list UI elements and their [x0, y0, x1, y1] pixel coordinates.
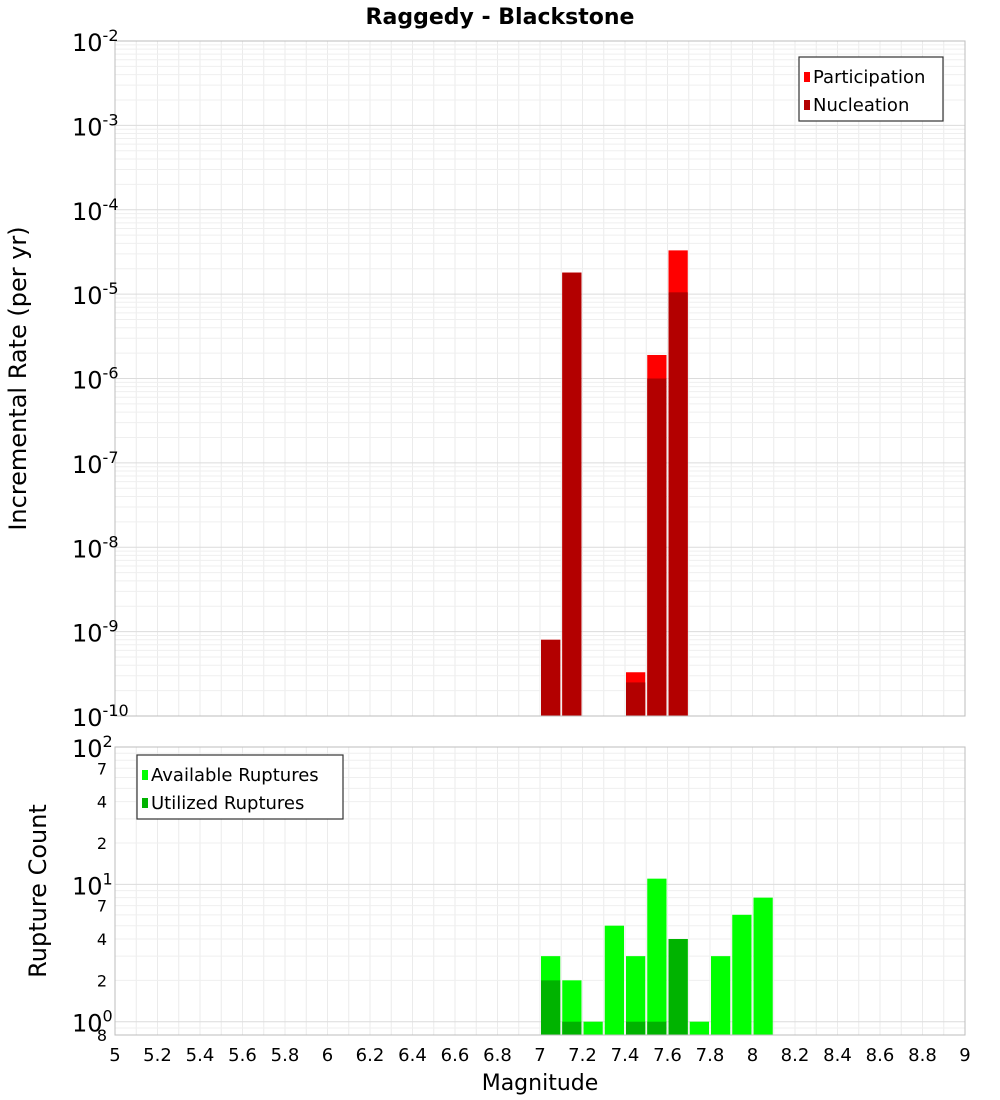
utilized-ruptures-bar [626, 1021, 646, 1035]
x-tick-label: 6.8 [483, 1045, 512, 1066]
x-tick-label: 8.8 [908, 1045, 937, 1066]
available-ruptures-bar [562, 980, 582, 1035]
y-minor-tick-label: 8 [97, 1026, 107, 1045]
legend-label: Participation [813, 67, 925, 88]
y-minor-tick-label: 2 [97, 834, 107, 853]
y-tick-label: 10-7 [72, 448, 119, 479]
legend-box [136, 754, 344, 820]
y-tick-label: 10-8 [72, 532, 119, 563]
y-tick-exponent: 1 [103, 869, 113, 888]
y-minor-tick-label: 4 [97, 930, 107, 949]
available-ruptures-bar [604, 925, 624, 1035]
y-tick-label: 10-9 [72, 617, 119, 648]
y-tick-exponent: -2 [103, 26, 119, 45]
y-tick-label: 10-2 [72, 26, 119, 57]
y-tick-exponent: -4 [103, 195, 119, 214]
legend-swatch [142, 798, 148, 808]
nucleation-bar [626, 682, 646, 716]
x-tick-label: 7.2 [568, 1045, 597, 1066]
available-ruptures-bar [647, 878, 667, 1035]
x-tick-label: 6.2 [356, 1045, 385, 1066]
available-ruptures-bar [689, 1021, 709, 1035]
x-tick-label: 6.6 [441, 1045, 470, 1066]
x-axis-label: Magnitude [482, 1071, 599, 1096]
nucleation-bar [668, 292, 688, 716]
y-minor-tick-label: 7 [97, 759, 107, 778]
available-ruptures-bar [753, 897, 773, 1035]
y-tick-exponent: -6 [103, 364, 119, 383]
top-rate-chart: 10-2 10-3 10-4 10-5 10-6 10-7 10-8 10-9 10-10 Inc… [4, 26, 966, 732]
available-ruptures-bar [583, 1021, 603, 1035]
x-tick-label: 5 [109, 1045, 120, 1066]
y-tick-label: 10-4 [72, 195, 119, 226]
legend-box [798, 56, 944, 122]
y-tick-exponent: 0 [103, 1007, 113, 1026]
y-tick-label: 10-5 [72, 279, 119, 310]
x-tick-label: 8 [747, 1045, 758, 1066]
y-tick-label: 10-6 [72, 364, 119, 395]
legend-label: Utilized Ruptures [151, 793, 304, 814]
y-axis-label: Rupture Count [24, 804, 52, 978]
x-tick-label: 5.8 [271, 1045, 300, 1066]
available-ruptures-bar [732, 914, 752, 1035]
utilized-ruptures-bar [541, 980, 561, 1035]
nucleation-bar [562, 272, 582, 716]
x-tick-label: 7.8 [696, 1045, 725, 1066]
y-tick-exponent: -10 [103, 701, 129, 720]
legend-swatch [804, 100, 810, 110]
y-tick-label: 10-10 [72, 701, 129, 732]
available-ruptures-bar [626, 956, 646, 1035]
x-tick-label: 5.6 [228, 1045, 257, 1066]
nucleation-bar [541, 639, 561, 716]
x-tick-label: 8.4 [823, 1045, 852, 1066]
x-tick-label: 7.6 [653, 1045, 682, 1066]
x-tick-label: 8.6 [866, 1045, 895, 1066]
plot-border [114, 40, 966, 717]
y-tick-exponent: -5 [103, 279, 119, 298]
x-tick-label: 5.4 [186, 1045, 215, 1066]
x-tick-label: 6.4 [398, 1045, 427, 1066]
nucleation-bar [647, 378, 667, 716]
x-tick-label: 5.2 [143, 1045, 172, 1066]
y-tick-exponent: -7 [103, 448, 119, 467]
utilized-ruptures-bar [668, 939, 688, 1035]
legend-swatch [142, 770, 148, 780]
y-tick-exponent: -8 [103, 532, 119, 551]
y-minor-tick-label: 7 [97, 897, 107, 916]
y-tick-label: 10-3 [72, 110, 119, 141]
available-ruptures-bar [711, 956, 731, 1035]
legend-swatch [804, 72, 810, 82]
x-tick-label: 7.4 [611, 1045, 640, 1066]
chart-title: Raggedy - Blackstone [366, 5, 635, 30]
utilized-ruptures-bar [562, 1021, 582, 1035]
plot-border [114, 746, 966, 1036]
y-tick-exponent: -9 [103, 617, 119, 636]
x-tick-label: 9 [959, 1045, 970, 1066]
x-tick-label: 6 [322, 1045, 333, 1066]
y-tick-exponent: -3 [103, 110, 119, 129]
utilized-ruptures-bar [647, 1021, 667, 1035]
y-tick-exponent: 2 [103, 732, 113, 751]
legend-label: Nucleation [813, 95, 909, 116]
y-axis-label: Incremental Rate (per yr) [4, 226, 32, 530]
x-tick-label: 7 [534, 1045, 545, 1066]
y-minor-tick-label: 4 [97, 793, 107, 812]
y-minor-tick-label: 2 [97, 971, 107, 990]
legend-label: Available Ruptures [151, 765, 319, 786]
x-tick-label: 8.2 [781, 1045, 810, 1066]
